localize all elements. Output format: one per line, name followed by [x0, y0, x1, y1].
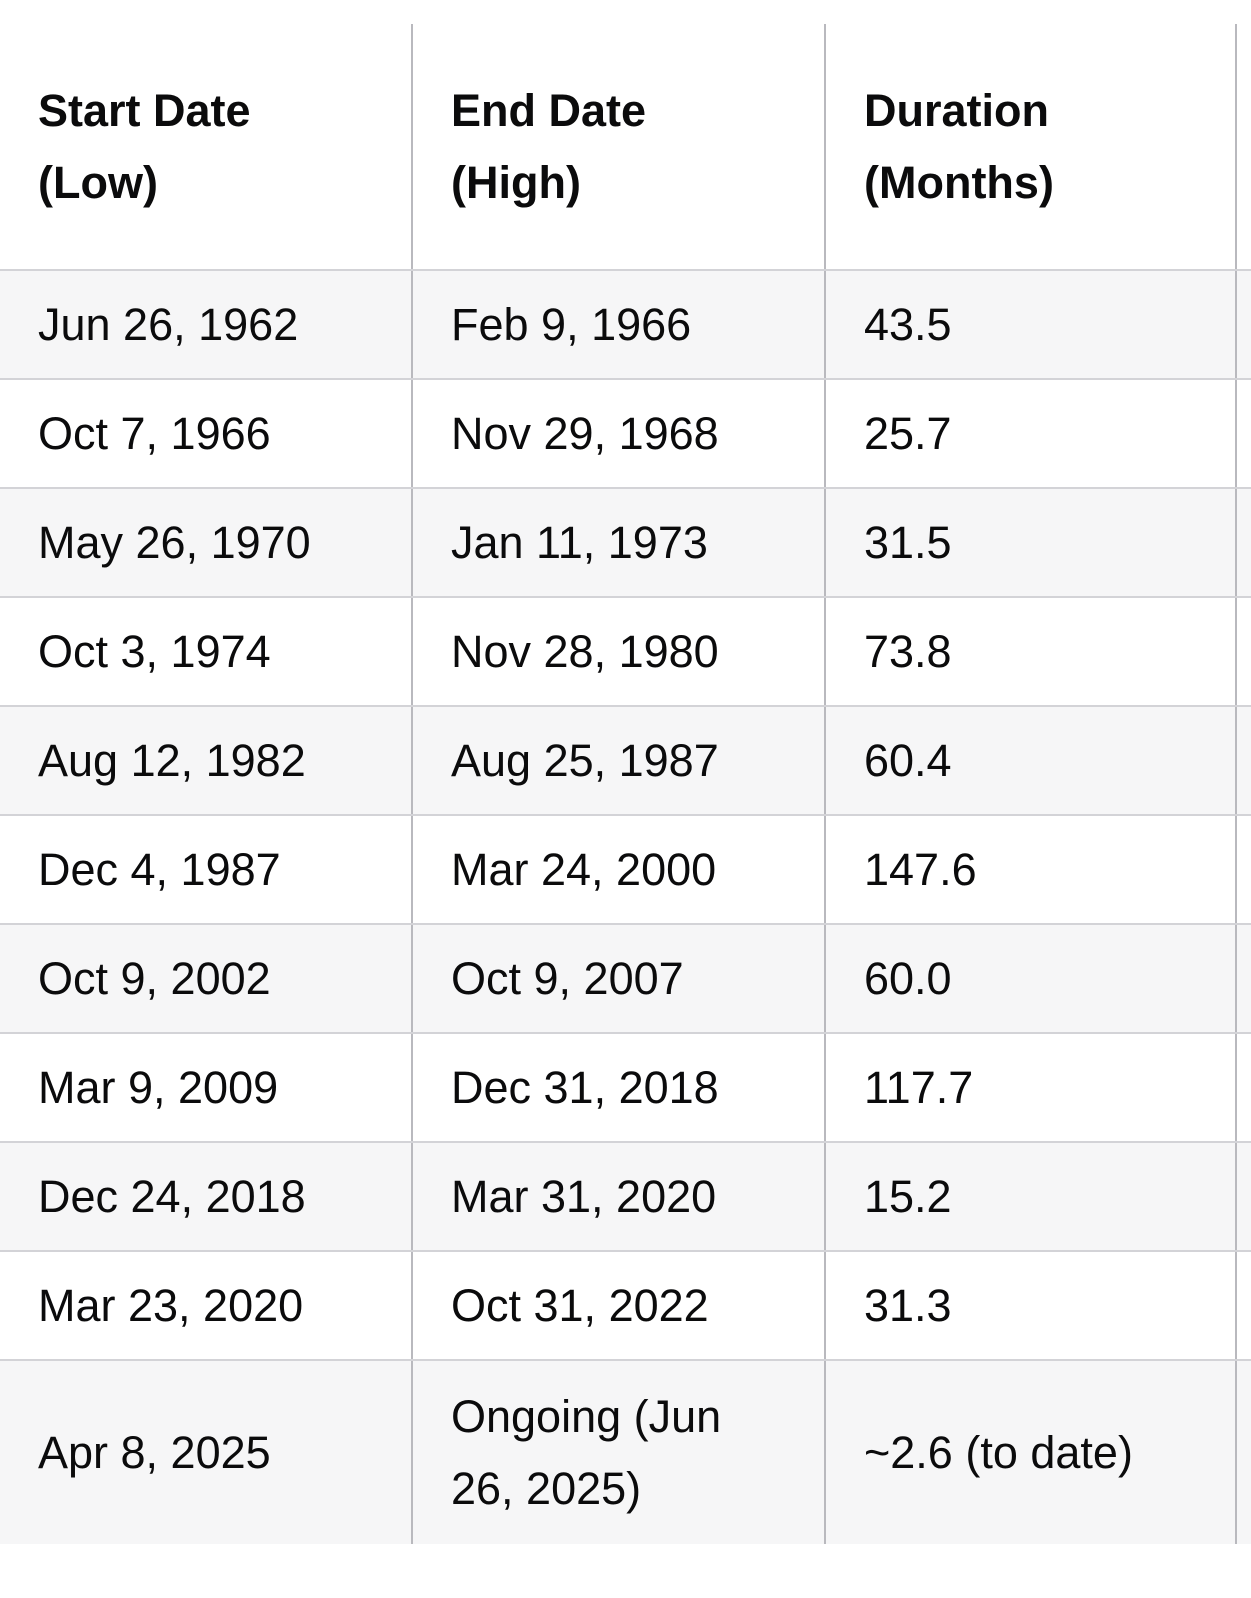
cell-start-date: Jun 26, 1962 — [0, 270, 412, 380]
cell-duration: 15.2 — [824, 1142, 1236, 1252]
header-end-date-subtitle: (High) — [451, 156, 581, 208]
table-row: Aug 12, 1982 Aug 25, 1987 60.4 — [0, 706, 1251, 816]
cell-start-date: Oct 7, 1966 — [0, 379, 412, 489]
cell-end-date: Feb 9, 1966 — [411, 270, 825, 380]
cell-cutoff — [1235, 706, 1251, 816]
table-row: Oct 3, 1974 Nov 28, 1980 73.8 — [0, 597, 1251, 707]
table-row: Oct 7, 1966 Nov 29, 1968 25.7 — [0, 379, 1251, 489]
cell-duration: 147.6 — [824, 815, 1236, 925]
cell-end-date: Mar 24, 2000 — [411, 815, 825, 925]
cell-end-date: Oct 31, 2022 — [411, 1251, 825, 1361]
cell-cutoff — [1235, 1251, 1251, 1361]
cell-start-date: Oct 3, 1974 — [0, 597, 412, 707]
header-end-date-title: End Date — [451, 84, 647, 136]
cell-start-date: Dec 24, 2018 — [0, 1142, 412, 1252]
cell-end-date: Nov 29, 1968 — [411, 379, 825, 489]
cell-duration: ~2.6 (to date) — [824, 1360, 1236, 1544]
header-cutoff-column — [1235, 24, 1251, 271]
table-row: Mar 23, 2020 Oct 31, 2022 31.3 — [0, 1251, 1251, 1361]
cell-end-date: Mar 31, 2020 — [411, 1142, 825, 1252]
cell-duration: 73.8 — [824, 597, 1236, 707]
cell-cutoff — [1235, 379, 1251, 489]
header-duration-title: Duration — [864, 84, 1049, 136]
header-duration-subtitle: (Months) — [864, 156, 1054, 208]
cell-start-date: Aug 12, 1982 — [0, 706, 412, 816]
cell-cutoff — [1235, 924, 1251, 1034]
cell-start-date: Dec 4, 1987 — [0, 815, 412, 925]
cell-start-date: Mar 23, 2020 — [0, 1251, 412, 1361]
cell-start-date: Apr 8, 2025 — [38, 1426, 271, 1478]
cell-duration: 31.5 — [824, 488, 1236, 598]
table-row: Dec 24, 2018 Mar 31, 2020 15.2 — [0, 1142, 1251, 1252]
cell-duration: 31.3 — [824, 1251, 1236, 1361]
header-start-date-title: Start Date — [38, 84, 251, 136]
table-row: Jun 26, 1962 Feb 9, 1966 43.5 — [0, 270, 1251, 380]
market-cycles-table: Start Date (Low) End Date (High) Duratio… — [0, 24, 1251, 1544]
cell-duration: 43.5 — [824, 270, 1236, 380]
cell-cutoff — [1235, 1360, 1251, 1544]
table-row: Oct 9, 2002 Oct 9, 2007 60.0 — [0, 924, 1251, 1034]
table-viewport: Start Date (Low) End Date (High) Duratio… — [0, 24, 1251, 1554]
cell-end-date: Dec 31, 2018 — [411, 1033, 825, 1143]
cell-duration: 117.7 — [824, 1033, 1236, 1143]
cell-end-date: Aug 25, 1987 — [411, 706, 825, 816]
cell-duration: 60.0 — [824, 924, 1236, 1034]
cell-start-date: May 26, 1970 — [0, 488, 412, 598]
cell-duration: 25.7 — [824, 379, 1236, 489]
header-end-date: End Date (High) — [411, 24, 825, 271]
cell-cutoff — [1235, 1033, 1251, 1143]
table-row: Mar 9, 2009 Dec 31, 2018 117.7 — [0, 1033, 1251, 1143]
cell-start-date: Mar 9, 2009 — [0, 1033, 412, 1143]
cell-start-date: Oct 9, 2002 — [0, 924, 412, 1034]
cell-end-date: Oct 9, 2007 — [411, 924, 825, 1034]
cell-cutoff — [1235, 488, 1251, 598]
header-start-date-subtitle: (Low) — [38, 156, 158, 208]
cell-cutoff — [1235, 815, 1251, 925]
cell-end-date: Ongoing (Jun 26, 2025) — [411, 1360, 825, 1544]
cell-end-date: Jan 11, 1973 — [411, 488, 825, 598]
header-duration: Duration (Months) — [824, 24, 1236, 271]
cell-end-date: Nov 28, 1980 — [411, 597, 825, 707]
cell-cutoff — [1235, 270, 1251, 380]
header-start-date: Start Date (Low) — [0, 24, 412, 271]
cell-cutoff — [1235, 597, 1251, 707]
header-row: Start Date (Low) End Date (High) Duratio… — [0, 24, 1251, 271]
table-row: Dec 4, 1987 Mar 24, 2000 147.6 — [0, 815, 1251, 925]
cell-duration: 60.4 — [824, 706, 1236, 816]
table-row: May 26, 1970 Jan 11, 1973 31.5 — [0, 488, 1251, 598]
cell-cutoff — [1235, 1142, 1251, 1252]
table-row: Apr 8, 2025 Ongoing (Jun 26, 2025) ~2.6 … — [0, 1360, 1251, 1544]
